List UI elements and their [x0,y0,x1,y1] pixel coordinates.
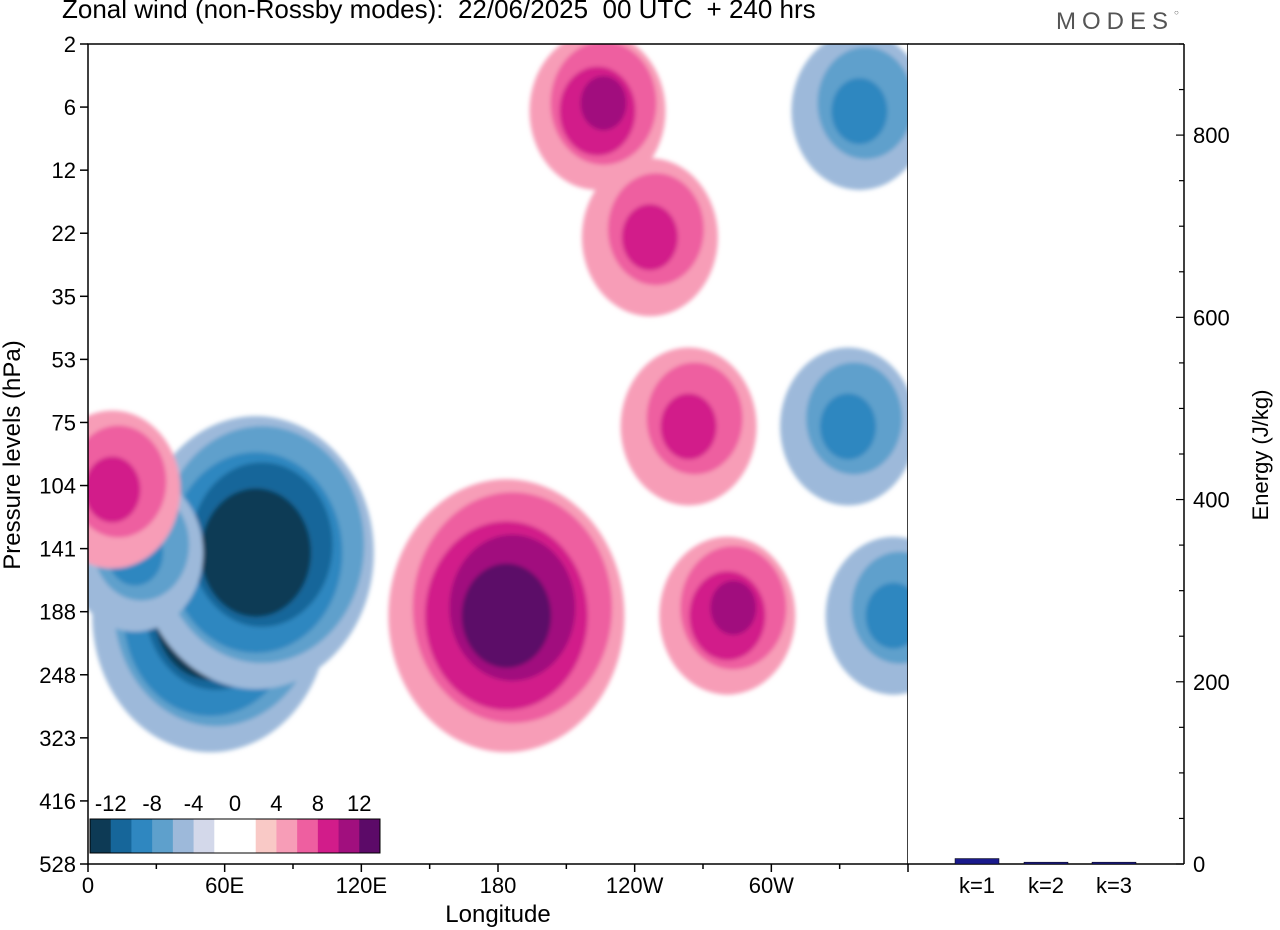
contour-plot-area [88,44,908,864]
longitude-axis: 0 60E 120E 180 120W 60W [82,864,909,898]
modes-logo: MODES○ [1056,8,1179,35]
pressure-tick-label: 188 [39,600,76,625]
negative-wind-contour [232,524,280,581]
colorbar-swatch [255,819,277,853]
pressure-tick-label: 141 [39,537,76,562]
pressure-tick-label: 2 [64,32,76,57]
colorbar-swatch [214,819,236,853]
energy-tick-label: 600 [1193,305,1230,330]
y-axis-label: Pressure levels (hPa) [0,340,26,569]
pressure-tick-label: 53 [52,347,76,372]
positive-wind-contour [88,456,141,523]
colorbar-label: 12 [347,791,371,816]
colorbar-swatch [359,819,381,853]
energy-tick-label: 400 [1193,488,1230,513]
wavenumber-label: k=1 [959,873,995,898]
colorbar-swatch [317,819,340,853]
colorbar-swatch [172,819,195,853]
energy-tick-label: 0 [1193,852,1205,877]
energy-tick-label: 800 [1193,123,1230,148]
pressure-tick-label: 6 [64,95,76,120]
positive-wind-contour [621,204,678,271]
pressure-tick-label: 22 [52,221,76,246]
pressure-tick-label: 12 [52,158,76,183]
colorbar-swatch [152,819,174,853]
negative-wind-contour [831,78,888,145]
positive-wind-contour [660,393,717,460]
colorbar-swatch [297,819,319,853]
colorbar-swatch [193,819,215,853]
pressure-tick-label: 75 [52,410,76,435]
energy-axis: 0 200 400 600 800 [1176,43,1230,877]
longitude-tick-label: 60E [205,873,244,898]
pressure-tick-label: 248 [39,663,76,688]
colorbar-swatch [110,819,132,853]
negative-wind-contour [820,393,877,460]
pressure-axis: 2 6 12 22 35 53 75 104 141 188 248 323 416 528 [39,32,88,877]
x-axis-label: Longitude [445,901,550,928]
wavenumber-label: k=3 [1096,873,1132,898]
positive-wind-contour [580,75,627,131]
longitude-tick-label: 0 [82,873,94,898]
energy-panel [908,44,1184,864]
colorbar-frame [89,818,381,854]
energy-bar [1091,861,1137,865]
contour-fields [88,44,908,753]
energy-bar [954,858,1000,865]
wavenumber-label: k=2 [1028,873,1064,898]
logo-text: MODES [1056,8,1175,35]
colorbar: -12 -8 -4 0 4 8 12 [89,791,381,854]
longitude-tick-label: 120W [606,873,664,898]
energy-bar [1023,861,1069,865]
energy-tick-label: 200 [1193,670,1230,695]
colorbar-swatch [131,819,153,853]
pressure-tick-label: 416 [39,789,76,814]
colorbar-swatch [235,819,257,853]
positive-wind-contour [486,576,539,639]
energy-bars [954,858,1137,865]
colorbar-label: -12 [95,791,127,816]
pressure-tick-label: 323 [39,726,76,751]
negative-wind-contour [865,582,908,649]
chart-title: Zonal wind (non-Rossby modes): 22/06/202… [62,0,816,24]
colorbar-swatch [90,819,112,853]
wavenumber-axis: k=1 k=2 k=3 [959,873,1132,898]
pressure-tick-label: 104 [39,474,76,499]
energy-axis-label: Energy (J/kg) [1248,390,1273,521]
colorbar-swatch [338,819,360,853]
colorbar-swatch [276,819,298,853]
longitude-tick-label: 120E [336,873,387,898]
longitude-tick-label: 60W [749,873,794,898]
colorbar-label: -8 [142,791,162,816]
longitude-tick-label: 180 [480,873,517,898]
positive-wind-contour [710,580,757,635]
colorbar-label: 0 [229,791,241,816]
pressure-tick-label: 35 [52,284,76,309]
colorbar-label: -4 [184,791,204,816]
colorbar-label: 8 [312,791,324,816]
pressure-tick-label: 528 [39,852,76,877]
contour-fill-group [88,44,908,753]
colorbar-label: 4 [270,791,282,816]
